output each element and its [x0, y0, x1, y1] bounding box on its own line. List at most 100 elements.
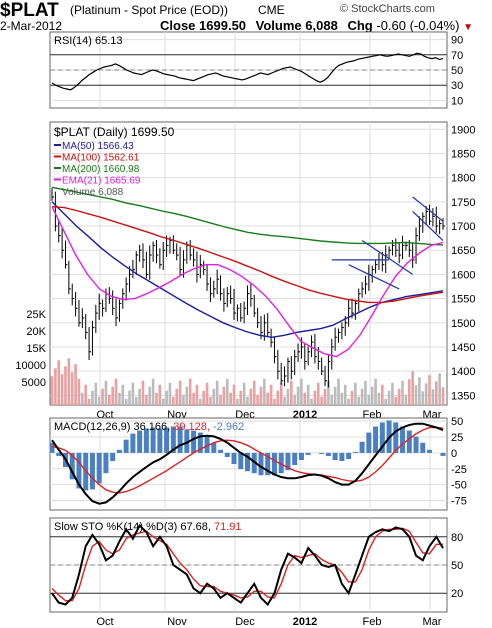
- macd-line: [51, 422, 444, 505]
- macd-axis-tick-label: -75: [451, 495, 467, 507]
- macd-histogram-bar: [204, 436, 210, 453]
- macd-histogram-bar: [130, 433, 136, 453]
- volume-bar: [155, 392, 158, 405]
- macd-histogram-bar: [359, 441, 365, 453]
- macd-hist-value: -2.962: [213, 421, 244, 433]
- volume-bar: [165, 390, 168, 405]
- macd-histogram-bar: [110, 452, 116, 462]
- volume-legend-label: Volume 6,088: [62, 187, 124, 198]
- volume-bar: [128, 390, 131, 405]
- volume-bar: [97, 396, 101, 405]
- rsi-axis-tick-label: 70: [451, 50, 463, 62]
- macd-histogram-bar: [218, 449, 224, 453]
- macd-histogram-bar: [69, 452, 75, 480]
- volume-bar: [229, 392, 232, 405]
- volume-bar: [347, 398, 350, 405]
- macd-axis-tick-label: 25: [451, 432, 463, 444]
- volume-tick-label: 5000: [22, 377, 46, 389]
- volume-tick-label: 20K: [26, 326, 46, 338]
- volume-bar: [316, 382, 320, 405]
- sto-title: Slow STO %K(14) %D(3) 67.68, 71.91: [54, 521, 242, 533]
- volume-bar: [134, 396, 138, 405]
- macd-histogram-bar: [406, 430, 412, 453]
- close-label: Close: [160, 18, 196, 33]
- volume-bar: [364, 380, 367, 405]
- macd-histogram-bar: [258, 452, 264, 476]
- volume-bar: [256, 394, 259, 405]
- volume-bar: [236, 398, 239, 405]
- volume-bar: [367, 394, 371, 405]
- volume-bar: [192, 392, 195, 405]
- volume-bar: [394, 396, 398, 405]
- volume-bar: [343, 384, 347, 405]
- macd-histogram-bar: [319, 452, 325, 454]
- macd-histogram-bar: [325, 452, 331, 456]
- volume-bar: [168, 382, 172, 405]
- macd-histogram-bar: [400, 426, 406, 453]
- volume-bar: [158, 384, 162, 405]
- down-arrow-icon: ▼: [463, 22, 473, 33]
- volume-bar: [421, 391, 425, 405]
- volume-value: 6,088: [305, 18, 338, 33]
- macd-histogram-bar: [339, 452, 345, 462]
- sto-d-line: [51, 527, 443, 602]
- macd-histogram-bar: [373, 426, 379, 453]
- volume-bar: [185, 386, 189, 405]
- volume-bar: [81, 392, 84, 405]
- instrument-name: (Platinum - Spot Price (EOD)): [70, 3, 229, 17]
- macd-histogram-bar: [184, 429, 190, 453]
- macd-histogram-bar: [123, 439, 129, 453]
- macd-histogram-bar: [285, 452, 291, 471]
- volume-bar: [209, 396, 212, 405]
- volume-bar: [195, 384, 199, 405]
- macd-histogram-bar: [379, 422, 385, 453]
- macd-histogram-bar: [224, 452, 230, 457]
- close-value: 1699.50: [199, 18, 247, 33]
- volume-bar: [138, 388, 141, 405]
- price-axis-tick-label: 1850: [451, 148, 475, 160]
- volume-bar: [225, 378, 229, 405]
- volume-bar: [269, 384, 273, 405]
- volume-bar: [141, 380, 145, 405]
- volume-bar: [104, 380, 108, 405]
- volume-bar: [212, 388, 216, 405]
- volume-bar: [175, 388, 179, 405]
- macd-histogram-bar: [96, 452, 102, 484]
- volume-bar: [327, 380, 330, 405]
- volume-bar: [148, 386, 152, 405]
- volume-bar: [131, 382, 135, 405]
- volume-bar: [306, 384, 310, 405]
- volume-bar: [377, 392, 381, 405]
- volume-bar: [172, 396, 175, 405]
- volume-bar: [354, 382, 357, 405]
- sto-x-label: Oct: [96, 616, 113, 628]
- volume-bar: [279, 382, 283, 405]
- macd-histogram-bar: [393, 422, 399, 453]
- volume-bar: [202, 390, 205, 405]
- exchange: CME: [258, 3, 285, 17]
- volume-bar: [276, 390, 280, 405]
- macd-histogram-bar: [197, 432, 203, 453]
- ma-line-2: [51, 186, 444, 246]
- price-axis-tick-label: 1700: [451, 221, 475, 233]
- ma-line-1: [51, 206, 444, 304]
- volume-bar: [411, 371, 414, 405]
- sto-axis-tick-label: 20: [451, 588, 463, 600]
- price-axis-tick-label: 1450: [451, 342, 475, 354]
- macd-histogram-bar: [211, 442, 217, 453]
- volume-bar: [205, 382, 209, 405]
- legend-label-0: MA(50) 1566.43: [62, 141, 134, 152]
- sto-k-line: [51, 523, 444, 607]
- price-axis-tick-label: 1400: [451, 366, 475, 378]
- macd-histogram-bar: [137, 430, 143, 453]
- macd-histogram-bar: [292, 452, 298, 466]
- macd-histogram-bar: [245, 452, 250, 472]
- macd-histogram-bar: [177, 426, 183, 453]
- volume-bar: [54, 368, 57, 405]
- volume-bar: [357, 396, 361, 405]
- volume-bar: [397, 388, 401, 405]
- volume-tick-label: 25K: [26, 309, 46, 321]
- volume-label: Volume: [255, 18, 302, 33]
- volume-bar: [182, 394, 185, 405]
- legend-label-3: EMA(21) 1665.69: [62, 176, 141, 187]
